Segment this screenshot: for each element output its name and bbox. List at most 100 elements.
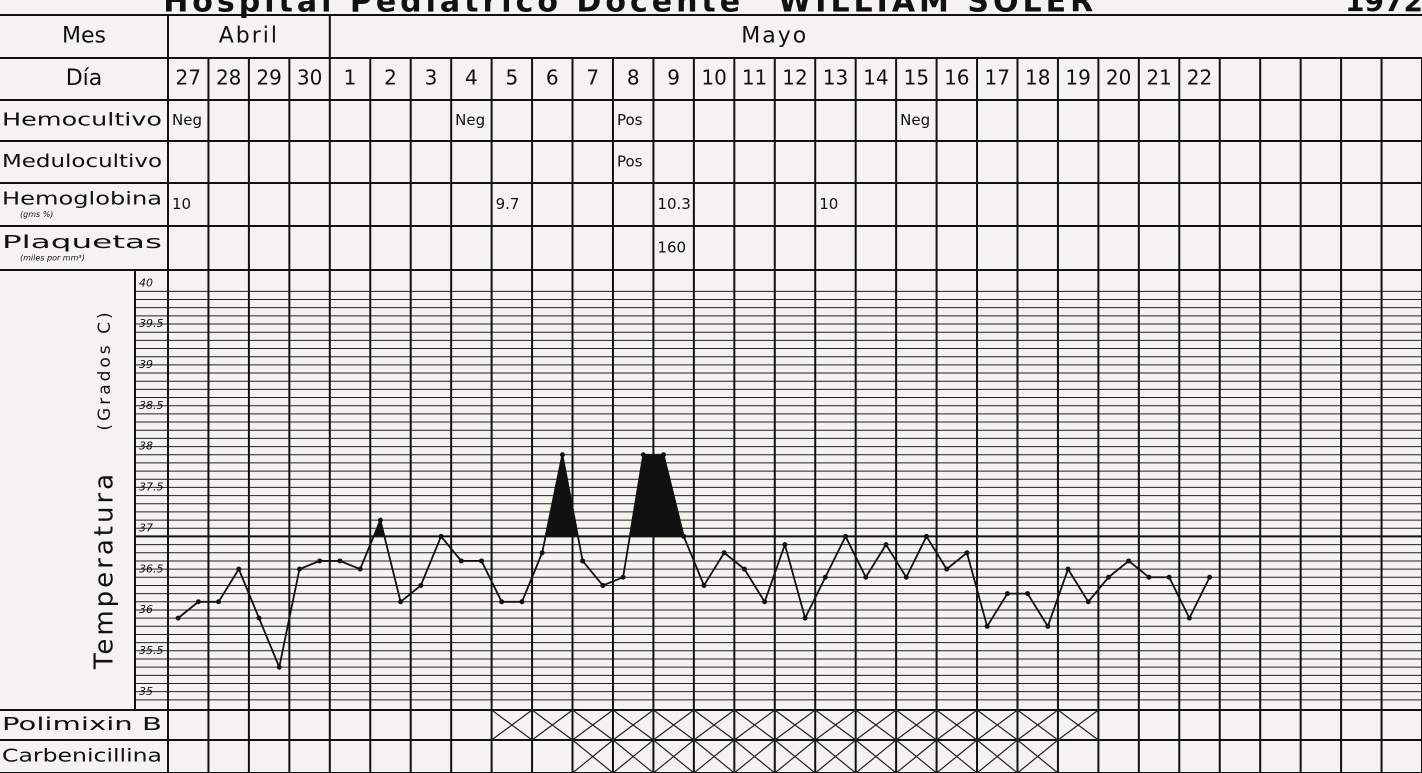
month-label: Abril <box>219 24 279 49</box>
y-tick-label: 39.5 <box>139 317 164 330</box>
temperature-point <box>195 599 201 605</box>
treatment-cross <box>895 709 937 741</box>
temperature-point <box>357 566 363 572</box>
day-label: 16 <box>944 66 969 90</box>
day-label: 3 <box>425 66 438 90</box>
day-label: 5 <box>505 66 518 90</box>
row-label: Carbenicillina <box>2 746 162 767</box>
temperature-point <box>944 566 950 572</box>
temperature-point <box>236 566 242 572</box>
temperature-point <box>1004 591 1010 597</box>
temperature-point <box>1045 623 1051 629</box>
temperature-point <box>519 599 525 605</box>
y-axis-unit: (Grados C) <box>95 309 115 430</box>
row-label: Polimixin B <box>2 714 162 735</box>
treatment-cross <box>653 709 695 741</box>
day-label: 20 <box>1106 66 1131 90</box>
y-tick-label: 40 <box>139 276 153 289</box>
temperature-point <box>1186 615 1192 621</box>
row-label: Día <box>66 66 103 91</box>
temperature-point <box>843 533 849 539</box>
temperature-point <box>580 558 586 564</box>
day-label: 9 <box>667 66 680 90</box>
temperature-point <box>782 542 788 548</box>
day-label: 12 <box>782 66 807 90</box>
temperature-point <box>398 599 404 605</box>
month-label: Mayo <box>741 24 808 49</box>
temperature-point <box>296 566 302 572</box>
temperature-point <box>681 533 687 539</box>
temperature-point <box>620 574 626 580</box>
row-label: Medulocultivo <box>2 151 162 172</box>
row-unit: (miles por mm³) <box>20 254 85 263</box>
temperature-point <box>418 582 424 588</box>
day-label: 6 <box>546 66 559 90</box>
row-label: Hemocultivo <box>2 110 162 131</box>
treatment-cross <box>936 709 978 741</box>
treatment-cross <box>693 709 735 741</box>
lab-value: Neg <box>455 111 485 129</box>
temperature-line <box>177 453 1211 671</box>
temperature-point <box>964 550 970 556</box>
y-tick-label: 38 <box>139 440 153 453</box>
treatment-cross <box>1017 739 1059 773</box>
treatment-cross <box>612 709 654 741</box>
treatment-cross <box>895 739 937 773</box>
temperature-point <box>1126 558 1132 564</box>
temperature-point <box>923 533 929 539</box>
day-label: 14 <box>863 66 888 90</box>
day-label: 8 <box>627 66 640 90</box>
temperature-point <box>822 574 828 580</box>
temperature-point <box>337 558 343 564</box>
treatment-cross <box>491 709 533 741</box>
day-label: 28 <box>216 66 241 90</box>
temperature-point <box>256 615 262 621</box>
lab-value: 9.7 <box>496 195 520 213</box>
lab-value: 10.3 <box>657 195 690 213</box>
day-label: 17 <box>985 66 1010 90</box>
temperature-point <box>479 558 484 564</box>
temperature-point <box>216 599 222 605</box>
treatment-cross <box>733 709 776 741</box>
temperature-point <box>640 452 646 458</box>
temperature-point <box>984 623 990 629</box>
temperature-point <box>1207 574 1213 580</box>
temperature-point <box>1025 591 1031 597</box>
treatment-cross <box>693 739 735 773</box>
day-label: 1 <box>344 66 357 90</box>
treatment-cross <box>733 739 776 773</box>
treatment-cross <box>855 709 897 741</box>
y-tick-label: 38.5 <box>139 399 164 412</box>
y-tick-label: 39 <box>139 358 153 371</box>
temperature-point <box>762 599 768 605</box>
day-label: 11 <box>742 66 767 90</box>
temperature-point <box>721 550 727 556</box>
y-tick-label: 36 <box>139 603 153 616</box>
day-label: 15 <box>904 66 929 90</box>
y-tick-label: 37 <box>139 521 153 534</box>
treatment-cross <box>572 709 614 741</box>
day-label: 21 <box>1146 66 1171 90</box>
temperature-point <box>600 582 606 588</box>
lab-value: 10 <box>819 195 838 213</box>
temperature-point <box>903 574 909 580</box>
temperature-point <box>175 615 181 621</box>
day-label: 18 <box>1025 66 1050 90</box>
chart-title: Hospital Pediatrico Docente "WILLIAM SOL… <box>163 0 1117 20</box>
temperature-point <box>499 599 505 605</box>
day-label: 2 <box>384 66 397 90</box>
temperature-point <box>883 542 889 548</box>
day-label: 27 <box>175 66 200 90</box>
temperature-point <box>276 664 282 670</box>
temperature-point <box>1065 566 1071 572</box>
treatment-cross <box>653 739 695 773</box>
treatment-cross <box>612 739 654 773</box>
temperature-point <box>1146 574 1152 580</box>
treatment-cross <box>1057 709 1099 741</box>
chart-year: 1972 <box>1345 0 1422 18</box>
y-tick-label: 37.5 <box>139 481 164 494</box>
lab-value: Neg <box>900 111 930 129</box>
day-label: 22 <box>1187 66 1212 90</box>
y-tick-label: 35.5 <box>139 644 164 657</box>
